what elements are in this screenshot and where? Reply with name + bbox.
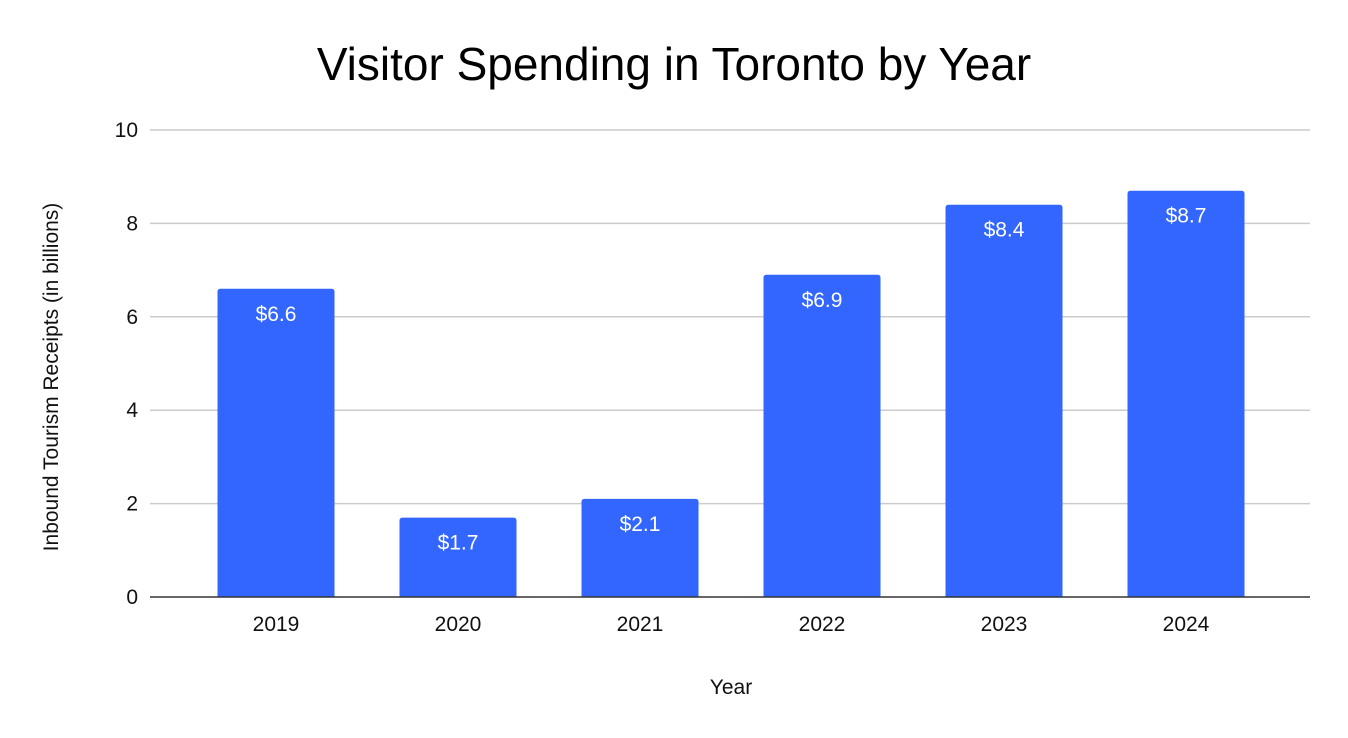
data-label-2022: $6.9 [802, 289, 843, 312]
x-tick-label-2022: 2022 [799, 613, 846, 636]
y-tick-label: 0 [126, 586, 138, 609]
x-tick-labels: 2019 2020 2021 2022 2023 2024 [253, 613, 1210, 636]
data-label-2020: $1.7 [438, 532, 479, 555]
y-tick-label: 4 [126, 399, 138, 422]
x-tick-label-2021: 2021 [617, 613, 664, 636]
y-axis-label: Inbound Tourism Receipts (in billions) [40, 203, 63, 552]
bar-2022 [763, 274, 881, 597]
y-tick-label: 10 [115, 119, 138, 142]
data-labels: $6.6 $1.7 $2.1 $6.9 $8.4 $8.7 [256, 205, 1207, 555]
x-axis-label: Year [710, 676, 752, 699]
x-tick-label-2023: 2023 [981, 613, 1028, 636]
bar-2020 [399, 517, 517, 597]
bar-2021 [581, 498, 699, 597]
bars [217, 190, 1245, 597]
x-tick-label-2019: 2019 [253, 613, 300, 636]
bar-2023 [945, 204, 1063, 597]
y-tick-label: 8 [126, 212, 138, 235]
data-label-2021: $2.1 [620, 513, 661, 536]
x-tick-label-2024: 2024 [1163, 613, 1210, 636]
bar-2024 [1127, 190, 1245, 597]
data-label-2024: $8.7 [1166, 205, 1207, 228]
y-tick-label: 2 [126, 493, 138, 516]
chart-title: Visitor Spending in Toronto by Year [317, 38, 1031, 90]
y-tick-labels: 0 2 4 6 8 10 [115, 119, 139, 609]
y-tick-label: 6 [126, 306, 138, 329]
gridlines [150, 129, 1310, 505]
x-tick-label-2020: 2020 [435, 613, 482, 636]
bar-2019 [217, 288, 335, 597]
data-label-2019: $6.6 [256, 303, 297, 326]
data-label-2023: $8.4 [984, 219, 1025, 242]
